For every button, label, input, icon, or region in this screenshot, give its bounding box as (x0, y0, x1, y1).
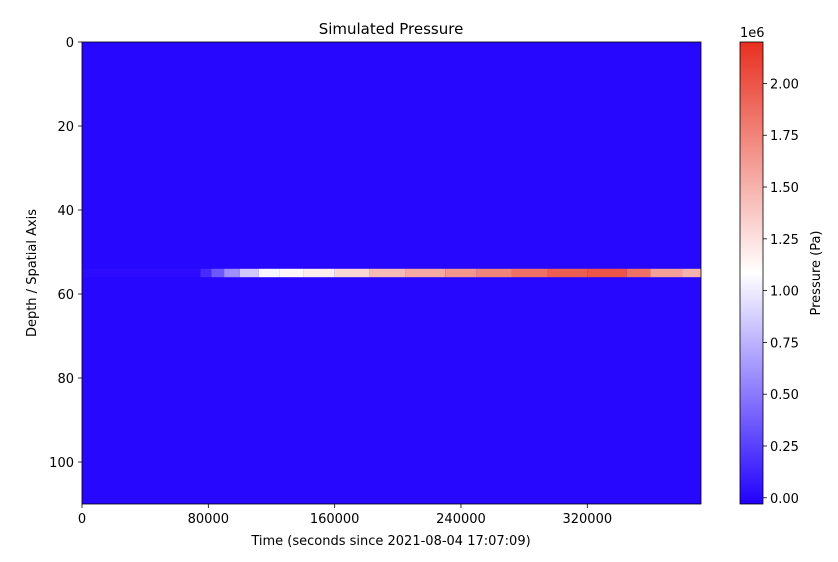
heatmap-cell-0 (82, 268, 201, 278)
colorbar-tick-label: 1.75 (770, 129, 799, 144)
y-tick-label: 20 (57, 120, 74, 135)
heatmap-cell-17 (650, 268, 683, 278)
colorbar-gradient (739, 41, 764, 505)
colorbar-tick-label: 1.50 (770, 181, 799, 196)
heatmap-cell-6 (279, 268, 304, 278)
heatmap-cell-9 (369, 268, 406, 278)
heatmap-cell-2 (211, 268, 225, 278)
y-axis-label: Depth / Spatial Axis (25, 209, 40, 337)
x-tick-label: 80000 (188, 512, 229, 527)
colorbar: 0.00 0.25 0.50 0.75 1.00 1.25 1.50 1.75 2.00 1e6… (739, 26, 824, 507)
pressure-plume (82, 268, 701, 278)
x-axis-label: Time (seconds since 2021-08-04 17:07:09) (250, 534, 530, 549)
colorbar-tick-label: 0.00 (770, 492, 799, 507)
heatmap-cell-8 (334, 268, 370, 278)
heatmap-cell-14 (547, 268, 588, 278)
colorbar-ticks: 0.00 0.25 0.50 0.75 1.00 1.25 1.50 1.75 2.00 (763, 77, 799, 507)
heatmap-cell-13 (511, 268, 548, 278)
y-tick-label: 0 (66, 36, 74, 51)
colorbar-tick-label: 2.00 (770, 77, 799, 92)
colorbar-tick-label: 0.75 (770, 336, 799, 351)
x-tick-label: 0 (78, 512, 86, 527)
colorbar-tick-label: 1.25 (770, 233, 799, 248)
colorbar-offset-text: 1e6 (740, 26, 765, 41)
x-axis: 0 80000 160000 240000 320000 (78, 504, 612, 527)
heatmap-cell-12 (476, 268, 512, 278)
colorbar-tick-label: 1.00 (770, 285, 799, 300)
colorbar-tick-label: 0.50 (770, 388, 799, 403)
colorbar-label: Pressure (Pa) (809, 230, 824, 315)
heatmap-cell-5 (258, 268, 280, 278)
y-tick-label: 60 (57, 288, 74, 303)
heatmap-cell-11 (445, 268, 477, 278)
heatmap-cell-16 (626, 268, 651, 278)
heatmap-cell-3 (224, 268, 240, 278)
heatmap-cell-1 (200, 268, 212, 278)
y-axis: 0 20 40 60 80 100 (49, 36, 82, 471)
x-tick-label: 320000 (562, 512, 612, 527)
heatmap-cell-15 (587, 268, 627, 278)
heatmap-cell-4 (239, 268, 259, 278)
colorbar-tick-label: 0.25 (770, 440, 799, 455)
y-tick-label: 80 (57, 372, 74, 387)
y-tick-label: 100 (49, 456, 74, 471)
x-tick-label: 240000 (436, 512, 486, 527)
x-tick-label: 160000 (310, 512, 360, 527)
heatmap-cell-18 (682, 268, 701, 278)
chart-title: Simulated Pressure (319, 20, 464, 38)
y-tick-label: 40 (57, 204, 74, 219)
heatmap-cell-7 (303, 268, 335, 278)
heatmap-plot-area (81, 41, 702, 505)
plot-frame (81, 41, 702, 505)
heatmap-cell-10 (405, 268, 446, 278)
